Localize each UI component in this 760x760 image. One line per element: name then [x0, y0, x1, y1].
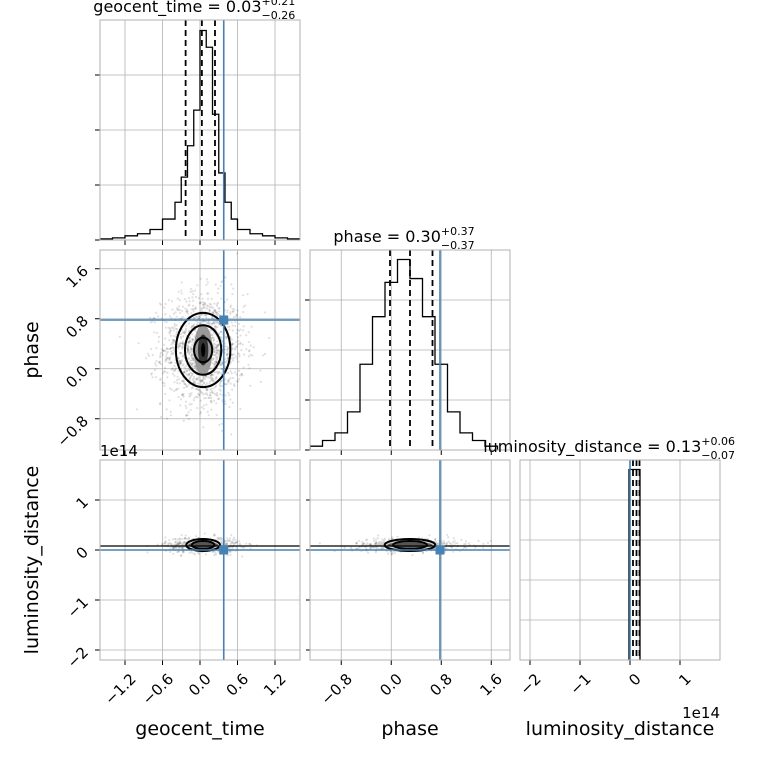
density-max: [201, 342, 206, 358]
panel-phase-hist: phase = 0.30+0.37−0.37: [305, 225, 511, 455]
y-tick-label: 1: [73, 493, 92, 512]
title-plus-error: +0.06: [701, 435, 735, 448]
x-axis-label-geocent_time: geocent_time: [135, 718, 264, 740]
x-axis-label-phase: phase: [381, 718, 438, 740]
panel-geocent_time-vs-luminosity_distance: −2 −1 0 1: [64, 459, 301, 672]
panel-frame: [519, 459, 721, 661]
y-tick-label: 1.6: [62, 262, 92, 292]
scatter-samples: [310, 533, 510, 557]
title-minus-error: −0.07: [701, 449, 735, 462]
scatter-samples: [118, 252, 271, 436]
truth-marker: [219, 545, 229, 555]
panel-frame: [99, 249, 301, 451]
x-tick-label: 1: [675, 670, 694, 689]
x-tick-label: 0.0: [376, 670, 406, 700]
title-luminosity_distance: luminosity_distance = 0.13+0.06: [483, 435, 735, 457]
title-minus-error: −0.37: [441, 239, 475, 252]
contour-level-3: [174, 311, 232, 389]
panel-frame: [99, 459, 301, 661]
x-tick-label: 1.6: [476, 670, 506, 700]
panel-phase-vs-luminosity_distance: [306, 459, 511, 665]
title-plus-error: +0.21: [262, 0, 296, 8]
panel-luminosity_distance-hist: luminosity_distance = 0.13+0.06−0.07: [483, 435, 735, 665]
x-offset-text: 1e14: [682, 704, 720, 722]
contour-level-2: [183, 324, 223, 376]
panel-geocent_time-hist: geocent_time = 0.03+0.21−0.26: [93, 0, 301, 245]
x-tick-label: −0.6: [139, 670, 177, 708]
x-axis-label-luminosity_distance: luminosity_distance: [526, 718, 715, 740]
panel-frame: [99, 19, 301, 241]
title-plus-error: +0.37: [441, 225, 475, 238]
contour-level-1: [193, 336, 214, 364]
y-tick-label: 0: [73, 543, 92, 562]
histogram-phase: [310, 258, 499, 450]
truth-marker: [435, 545, 445, 555]
y-tick-label: −0.8: [54, 412, 92, 450]
contour-level-1: [383, 538, 437, 552]
title-geocent_time: geocent_time = 0.03+0.21: [93, 0, 295, 17]
title-minus-error: −0.26: [262, 9, 296, 22]
histogram-geocent_time: [100, 29, 300, 240]
x-tick-label: −1.2: [101, 670, 139, 708]
x-tick-label: 0.6: [223, 670, 253, 700]
panel-frame: [309, 249, 511, 451]
y-tick-label: −2: [64, 643, 92, 671]
y-tick-label: −1: [64, 593, 92, 621]
x-tick-label: −2: [516, 670, 544, 698]
y-offset-text: 1e14: [100, 442, 138, 460]
truth-marker: [219, 315, 229, 325]
panel-geocent_time-vs-phase: −0.8 0.0 0.8 1.6: [54, 249, 301, 455]
contour-level-2: [190, 540, 216, 550]
title-phase: phase = 0.30+0.37: [333, 225, 474, 246]
scatter-samples: [100, 532, 300, 558]
title-main: geocent_time = 0.03: [93, 0, 261, 17]
y-axis-label-phase: phase: [21, 321, 43, 378]
x-tick-label: 1.2: [260, 670, 290, 700]
contour-level-2: [392, 540, 428, 550]
title-main: luminosity_distance = 0.13: [483, 437, 701, 457]
x-tick-label: −1: [566, 670, 594, 698]
contour-level-1: [185, 538, 221, 552]
y-tick-label: 0.8: [62, 312, 92, 342]
x-tick-label: −0.8: [318, 670, 356, 708]
title-main: phase = 0.30: [333, 227, 440, 246]
y-tick-label: 0.0: [62, 362, 92, 392]
panel-frame: [309, 459, 511, 661]
y-axis-label-luminosity_distance: luminosity_distance: [21, 466, 43, 655]
x-tick-label: 0: [625, 670, 644, 689]
x-tick-label: 0.8: [426, 670, 456, 700]
x-tick-label: 0.0: [185, 670, 215, 700]
